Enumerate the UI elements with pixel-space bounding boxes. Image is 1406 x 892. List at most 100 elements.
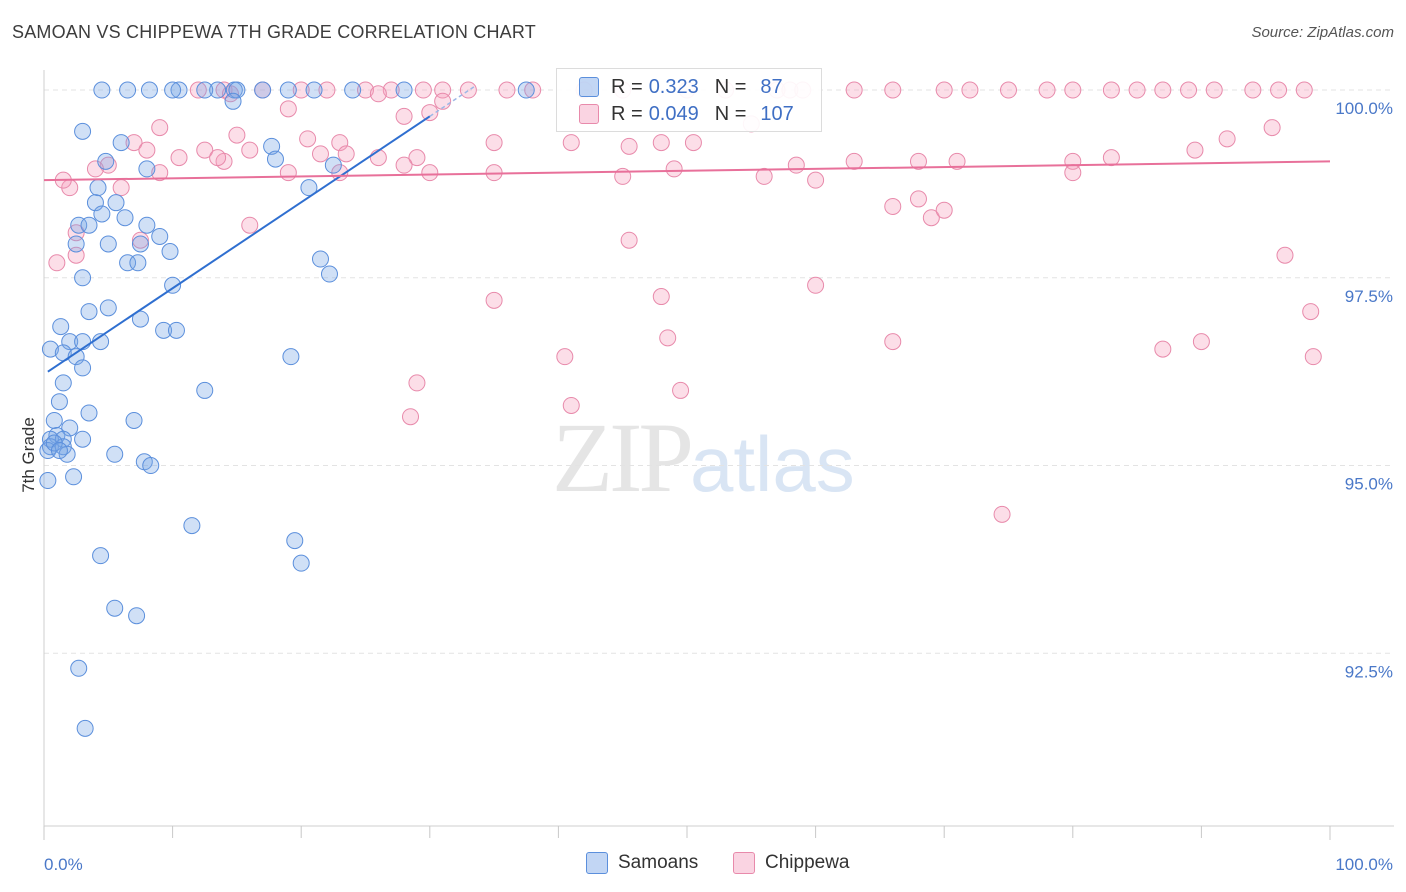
- chippewa-point: [434, 92, 452, 110]
- chippewa-point: [993, 505, 1011, 523]
- chippewa-point: [408, 374, 426, 392]
- chippewa-point: [369, 149, 387, 167]
- chippewa-point: [1270, 81, 1288, 99]
- grid-lines: [44, 89, 1394, 654]
- chippewa-point: [1295, 81, 1313, 99]
- samoans-point: [196, 381, 214, 399]
- chippewa-point: [807, 276, 825, 294]
- samoans-point: [80, 303, 98, 321]
- chippewa-point: [279, 164, 297, 182]
- samoans-point: [70, 659, 88, 677]
- legend-n-label: N =: [714, 102, 747, 125]
- samoans-point: [89, 179, 107, 197]
- samoans-point: [324, 156, 342, 174]
- samoans-point: [97, 152, 115, 170]
- samoans-point: [183, 517, 201, 535]
- samoans-point: [80, 216, 98, 234]
- samoans-trend-extension: [429, 85, 476, 117]
- samoans-point: [67, 235, 85, 253]
- chippewa-point: [1154, 340, 1172, 358]
- chippewa-point: [125, 134, 143, 152]
- chippewa-point: [189, 81, 207, 99]
- chippewa-point: [1192, 333, 1210, 351]
- samoans-point: [164, 276, 182, 294]
- chippewa-point: [408, 149, 426, 167]
- chippewa-point: [196, 141, 214, 159]
- samoans-point: [99, 299, 117, 317]
- series-legend: Samoans Chippewa: [0, 850, 1406, 880]
- chippewa-point: [787, 156, 805, 174]
- legend-item-chippewa[interactable]: Chippewa: [733, 852, 850, 874]
- samoans-point: [161, 243, 179, 260]
- chippewa-point: [659, 329, 677, 347]
- samoans-point: [167, 321, 185, 339]
- watermark-zip: ZIP: [552, 402, 694, 513]
- chart-title: SAMOAN VS CHIPPEWA 7TH GRADE CORRELATION…: [12, 22, 536, 42]
- samoans-point: [263, 137, 281, 155]
- samoans-point: [112, 134, 130, 152]
- y-tick-label: 97.5%: [1345, 287, 1393, 306]
- chippewa-point: [665, 160, 683, 178]
- chippewa-point: [884, 81, 902, 99]
- chippewa-point: [357, 81, 374, 99]
- samoans-point: [125, 411, 143, 429]
- samoans-point: [228, 81, 246, 99]
- chippewa-point: [292, 81, 310, 99]
- chippewa-point: [755, 167, 773, 185]
- chippewa-point: [922, 209, 940, 227]
- samoans-point: [140, 81, 158, 99]
- samoans-point: [129, 254, 147, 272]
- chippewa-point: [935, 201, 953, 219]
- chippewa-legend-icon: [733, 852, 755, 874]
- legend-n-value: 87: [760, 75, 783, 98]
- chippewa-point: [909, 152, 927, 170]
- samoans-point: [292, 554, 310, 572]
- samoans-point: [106, 599, 124, 617]
- samoans-point: [74, 269, 92, 287]
- chippewa-swatch-icon: [579, 104, 599, 124]
- samoans-point: [311, 250, 329, 268]
- chippewa-point: [170, 149, 188, 167]
- chippewa-point: [884, 333, 902, 351]
- chippewa-point: [1000, 81, 1017, 99]
- samoans-point: [254, 81, 272, 99]
- samoans-point: [320, 265, 338, 283]
- chippewa-point: [241, 216, 259, 234]
- chippewa-point: [337, 145, 355, 163]
- samoans-point: [131, 235, 149, 253]
- chippewa-point: [279, 100, 297, 118]
- chippewa-point: [845, 81, 863, 99]
- legend-label-chippewa: Chippewa: [765, 852, 850, 873]
- samoans-point: [305, 81, 323, 99]
- chippewa-point: [961, 81, 979, 99]
- samoans-point: [106, 445, 124, 463]
- legend-label-samoans: Samoans: [618, 852, 699, 873]
- chippewa-point: [652, 288, 670, 306]
- samoans-point: [138, 160, 156, 178]
- samoans-point: [93, 205, 111, 223]
- samoans-point: [196, 81, 214, 99]
- chippewa-point: [1186, 141, 1204, 159]
- samoans-point: [39, 472, 57, 490]
- chippewa-trend-line: [43, 160, 1331, 182]
- chippewa-point: [485, 134, 503, 152]
- chippewa-point: [498, 81, 516, 99]
- samoans-point: [50, 442, 68, 460]
- chippewa-point: [1276, 246, 1294, 264]
- samoans-point: [107, 194, 125, 212]
- samoans-point: [65, 468, 83, 486]
- watermark-atlas: atlas: [690, 420, 855, 508]
- legend-item-samoans[interactable]: Samoans: [586, 852, 698, 874]
- chippewa-point: [48, 254, 66, 272]
- chippewa-point: [395, 156, 413, 174]
- samoans-point: [119, 254, 137, 272]
- y-tick-label: 92.5%: [1345, 662, 1393, 681]
- samoans-point: [92, 547, 110, 565]
- samoans-point: [279, 81, 297, 99]
- chippewa-point: [1302, 303, 1320, 321]
- axis-labels: 100.0% 97.5% 95.0% 92.5% 0.0% 100.0% 7th Grade: [19, 99, 1393, 874]
- chippewa-point: [672, 381, 690, 399]
- chippewa-point: [209, 149, 227, 167]
- chippewa-point: [395, 107, 413, 125]
